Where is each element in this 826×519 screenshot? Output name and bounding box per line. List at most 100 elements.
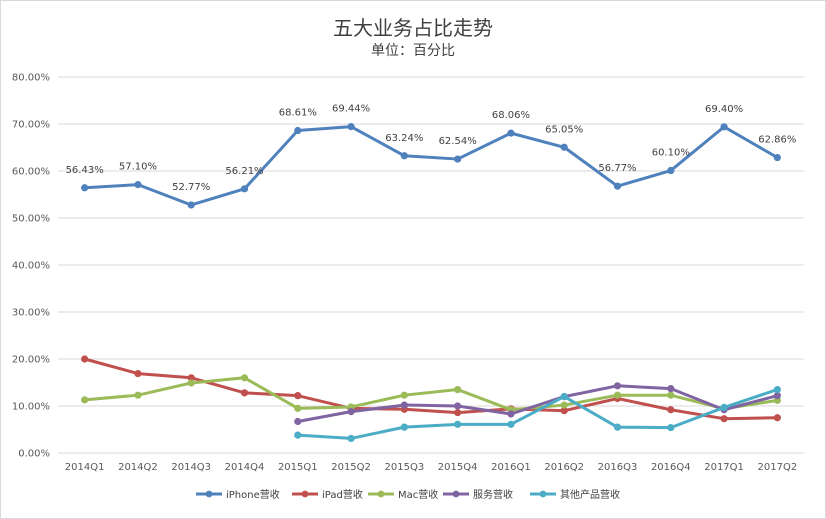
data-point xyxy=(507,410,515,418)
data-point xyxy=(773,385,781,394)
data-point xyxy=(507,420,515,428)
data-point xyxy=(667,391,675,399)
data-point xyxy=(613,182,622,190)
data-point xyxy=(560,407,568,415)
y-tick-label: 40.00% xyxy=(12,261,50,272)
data-point xyxy=(400,152,408,160)
x-tick-label: 2016Q3 xyxy=(598,462,638,473)
data-label: 62.54% xyxy=(439,136,477,147)
chart-subtitle: 单位：百分比 xyxy=(371,43,455,59)
y-tick-label: 0.00% xyxy=(18,449,50,460)
series-line xyxy=(83,376,779,412)
data-point xyxy=(720,415,728,423)
x-tick-label: 2017Q1 xyxy=(704,462,744,473)
data-point xyxy=(400,401,408,409)
legend-label: iPhone营收 xyxy=(226,488,280,501)
legend-label: iPad营收 xyxy=(322,488,363,501)
data-point xyxy=(454,408,462,417)
data-point xyxy=(400,391,408,399)
x-tick-label: 2014Q2 xyxy=(118,462,158,473)
data-point xyxy=(294,392,302,400)
data-point xyxy=(347,123,355,131)
data-label: 68.61% xyxy=(279,108,317,119)
data-point xyxy=(187,379,195,387)
data-point xyxy=(134,369,142,378)
x-tick-label: 2016Q2 xyxy=(544,462,584,473)
data-point xyxy=(187,201,195,209)
y-tick-label: 10.00% xyxy=(12,402,50,413)
data-label: 65.05% xyxy=(545,124,583,135)
data-point xyxy=(134,181,142,189)
legend-marker xyxy=(539,490,547,498)
data-point xyxy=(294,404,302,412)
data-label: 56.21% xyxy=(225,166,263,177)
data-label: 52.77% xyxy=(172,182,210,193)
data-point xyxy=(720,403,728,412)
data-point xyxy=(347,408,355,416)
data-label: 57.10% xyxy=(119,162,157,173)
data-point xyxy=(294,431,302,439)
series-line xyxy=(296,388,779,440)
x-tick-label: 2016Q1 xyxy=(491,462,531,473)
x-tick-label: 2014Q1 xyxy=(65,462,105,473)
data-point xyxy=(667,166,675,175)
data-point xyxy=(454,420,462,428)
data-point xyxy=(454,402,462,410)
data-point xyxy=(400,423,408,431)
x-tick-label: 2015Q3 xyxy=(385,462,425,473)
series-line xyxy=(296,384,779,424)
x-tick-label: 2015Q2 xyxy=(331,462,371,473)
data-point xyxy=(81,355,89,363)
legend-marker xyxy=(452,490,460,498)
data-label: 69.40% xyxy=(705,104,743,115)
legend-marker xyxy=(205,490,213,498)
x-tick-label: 2015Q4 xyxy=(438,462,478,473)
x-tick-label: 2016Q4 xyxy=(651,462,691,473)
data-point xyxy=(81,396,89,404)
data-point xyxy=(240,185,249,193)
x-tick-label: 2014Q3 xyxy=(171,462,211,473)
data-point xyxy=(773,414,781,422)
data-label: 62.86% xyxy=(758,135,796,146)
y-tick-label: 30.00% xyxy=(12,308,50,319)
data-point xyxy=(773,392,781,400)
series-line xyxy=(83,357,779,421)
legend-label: 服务营收 xyxy=(473,488,513,501)
data-point xyxy=(560,143,568,151)
series-line xyxy=(83,125,779,207)
data-point xyxy=(613,391,622,399)
data-point xyxy=(560,393,568,401)
y-tick-label: 70.00% xyxy=(12,120,50,131)
data-point xyxy=(560,401,568,409)
data-point xyxy=(294,126,302,135)
data-point xyxy=(720,123,728,131)
data-point xyxy=(187,374,195,382)
legend-label: Mac营收 xyxy=(398,488,438,501)
data-point xyxy=(667,424,675,432)
legend-label: 其他产品营收 xyxy=(560,488,620,501)
data-label: 56.43% xyxy=(66,165,104,176)
data-point xyxy=(613,382,622,390)
data-point xyxy=(240,389,249,397)
data-point xyxy=(667,385,675,393)
data-label: 68.06% xyxy=(492,110,530,121)
chart-title: 五大业务占比走势 xyxy=(333,16,493,40)
data-point xyxy=(667,406,675,414)
legend-marker xyxy=(301,490,309,498)
data-label: 56.77% xyxy=(598,163,636,174)
data-point xyxy=(613,423,622,431)
x-tick-label: 2015Q1 xyxy=(278,462,318,473)
legend-marker xyxy=(377,490,385,498)
data-point xyxy=(134,391,142,399)
data-point xyxy=(240,374,249,382)
data-point xyxy=(294,417,302,426)
y-tick-label: 50.00% xyxy=(12,214,50,225)
data-point xyxy=(454,385,462,394)
y-tick-label: 80.00% xyxy=(12,73,50,84)
x-tick-label: 2017Q2 xyxy=(758,462,798,473)
data-point xyxy=(81,184,89,192)
data-label: 69.44% xyxy=(332,104,370,115)
data-label: 63.24% xyxy=(385,133,423,144)
y-tick-label: 20.00% xyxy=(12,355,50,366)
